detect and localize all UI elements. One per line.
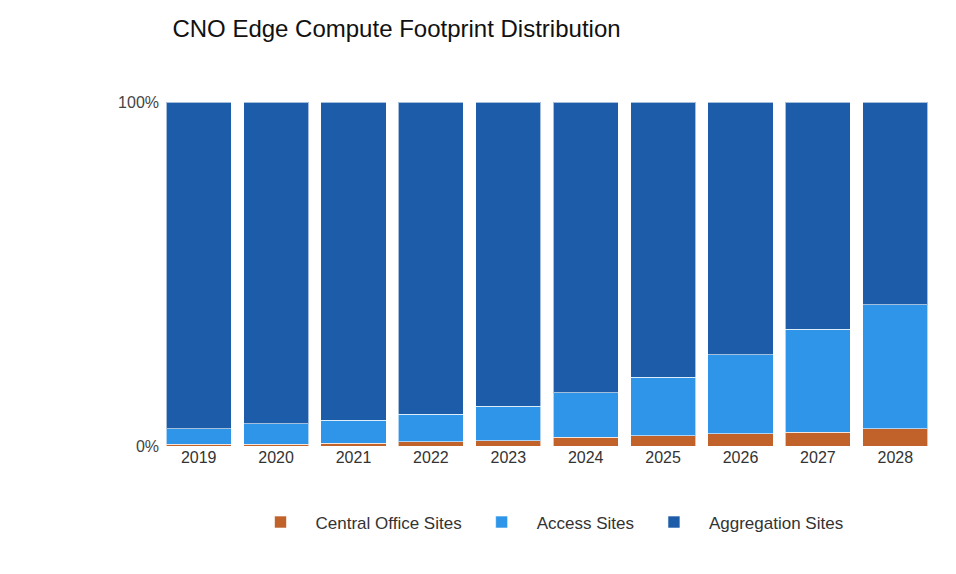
svg-text:2028: 2028 [878, 449, 914, 466]
svg-text:Access Sites: Access Sites [537, 514, 634, 533]
svg-text:0%: 0% [136, 438, 159, 455]
svg-text:Aggregation Sites: Aggregation Sites [709, 514, 843, 533]
svg-text:2027: 2027 [800, 449, 836, 466]
svg-text:2021: 2021 [336, 449, 372, 466]
svg-text:2020: 2020 [258, 449, 294, 466]
svg-text:2024: 2024 [568, 449, 604, 466]
svg-text:2023: 2023 [491, 449, 527, 466]
svg-text:2026: 2026 [723, 449, 759, 466]
svg-text:2019: 2019 [181, 449, 217, 466]
svg-text:100%: 100% [118, 94, 159, 111]
svg-text:CNO Edge Compute Footprint Dis: CNO Edge Compute Footprint Distribution [172, 15, 620, 42]
svg-text:2022: 2022 [413, 449, 449, 466]
svg-text:Central Office Sites: Central Office Sites [316, 514, 462, 533]
svg-text:2025: 2025 [645, 449, 681, 466]
